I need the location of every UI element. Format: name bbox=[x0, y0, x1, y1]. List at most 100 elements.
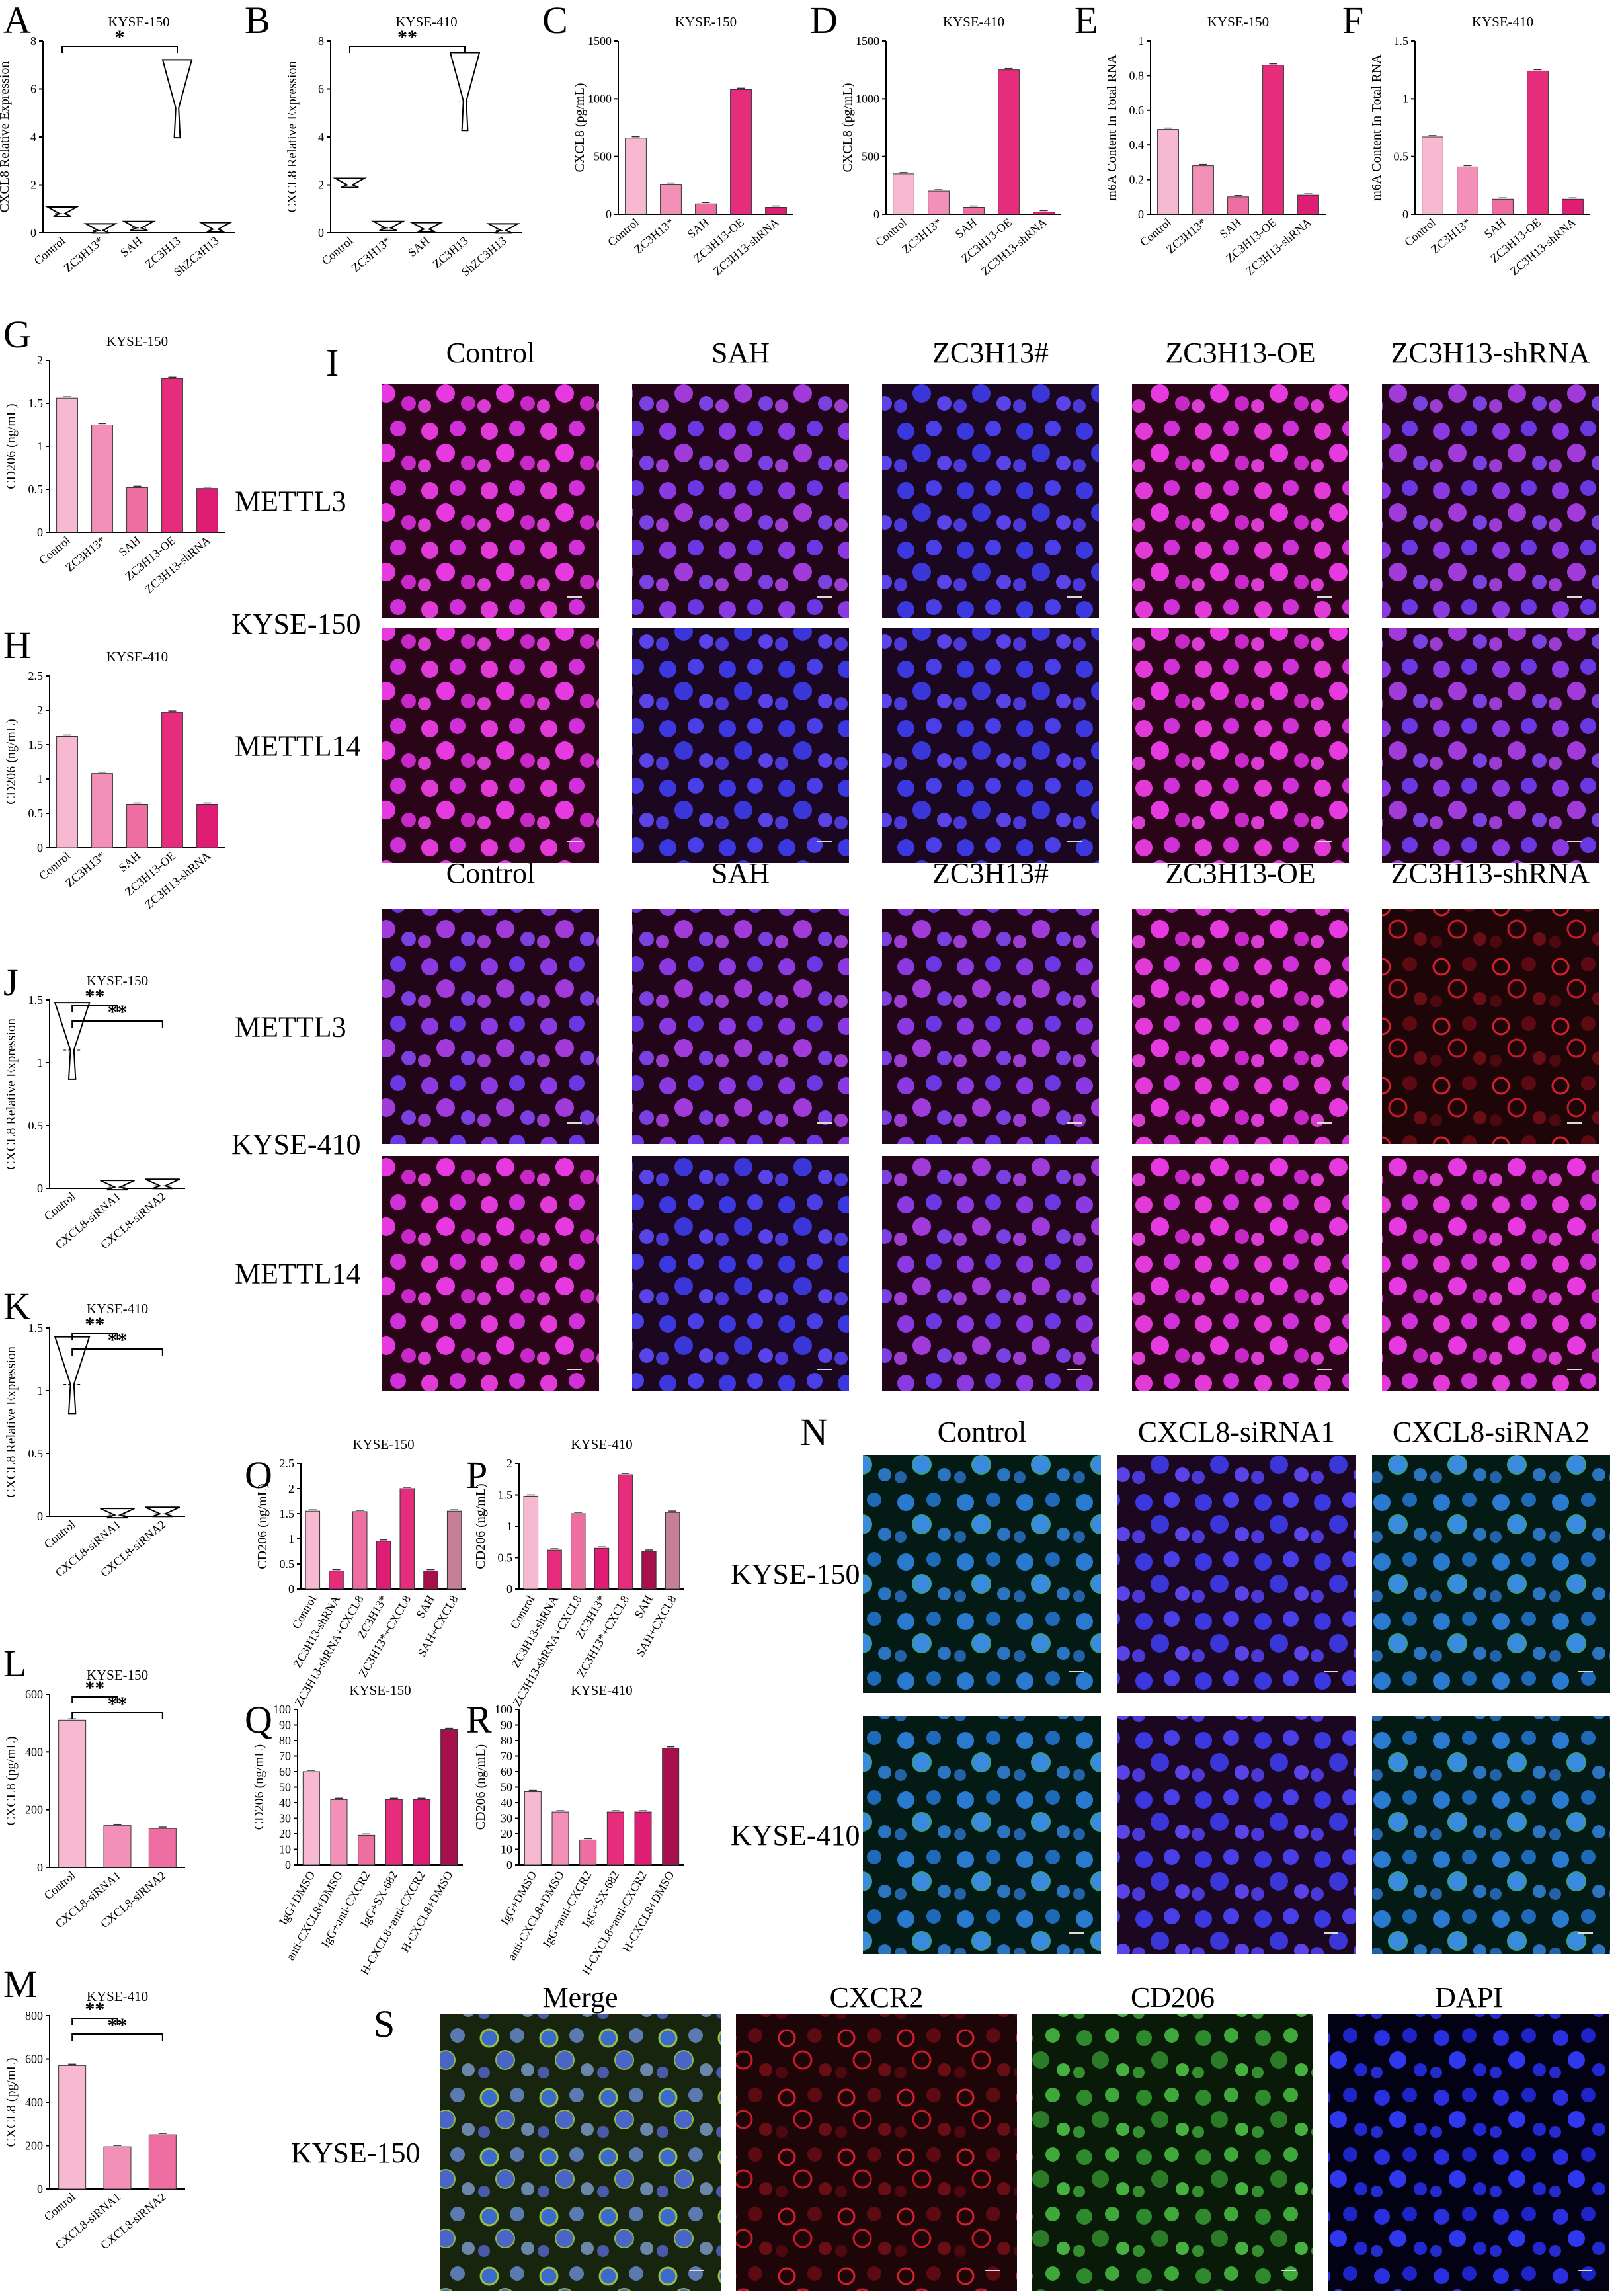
micrograph-image bbox=[1372, 1716, 1610, 1954]
y-tick-label: 2.5 bbox=[28, 669, 44, 682]
significance-bracket bbox=[349, 46, 466, 53]
panel-letter-L: L bbox=[3, 1642, 26, 1685]
bar bbox=[103, 1825, 132, 1868]
significance-label: ** bbox=[108, 1001, 128, 1023]
y-tick-label: 20 bbox=[501, 1827, 512, 1840]
micrograph-image bbox=[863, 1455, 1101, 1693]
significance-bracket bbox=[71, 1020, 163, 1028]
bar bbox=[352, 1511, 368, 1590]
bar bbox=[413, 1799, 430, 1866]
bar bbox=[523, 1495, 539, 1590]
y-axis-label: CD206 (ng/mL) bbox=[473, 1744, 488, 1830]
micrograph-image bbox=[1382, 909, 1599, 1144]
y-tick-label: 1 bbox=[506, 1520, 512, 1533]
y-axis-label: CXCL8 (pg/mL) bbox=[840, 83, 855, 173]
bar bbox=[662, 1748, 680, 1866]
y-tick-label: 1.5 bbox=[28, 738, 44, 751]
y-axis-label: CD206 (ng/mL) bbox=[4, 719, 19, 804]
chart-title: KYSE-410 bbox=[87, 1988, 148, 2004]
micrograph-tile bbox=[882, 384, 1099, 618]
micrograph-tile bbox=[382, 628, 599, 863]
y-tick-label: 400 bbox=[25, 2096, 43, 2109]
bar bbox=[579, 1839, 597, 1866]
y-tick-label: 0 bbox=[37, 841, 43, 854]
micrograph-tile bbox=[1132, 909, 1349, 1144]
panel-letter-Q: Q bbox=[245, 1698, 272, 1741]
significance-bracket bbox=[61, 46, 178, 53]
y-tick-label: 0.5 bbox=[28, 483, 44, 496]
y-tick-label: 1 bbox=[37, 1056, 43, 1069]
significance-label: ** bbox=[108, 1329, 128, 1351]
bar bbox=[594, 1547, 610, 1590]
bar bbox=[524, 1791, 542, 1866]
y-tick-label: 2 bbox=[37, 704, 43, 717]
y-tick-label: 0 bbox=[318, 226, 324, 239]
panel-letter-O: O bbox=[245, 1454, 272, 1496]
panel-letter-C: C bbox=[542, 0, 568, 42]
bar bbox=[1297, 194, 1319, 215]
bar bbox=[56, 736, 78, 848]
significance-label: ** bbox=[108, 1693, 128, 1715]
chart-title: KYSE-150 bbox=[352, 1436, 414, 1452]
micrograph-tile bbox=[1117, 1716, 1356, 1954]
micrograph-image bbox=[863, 1716, 1101, 1954]
y-tick-label: 0 bbox=[30, 226, 36, 239]
y-tick-label: 500 bbox=[862, 150, 879, 163]
panel-letter-A: A bbox=[3, 0, 31, 42]
y-tick-label: 0.5 bbox=[498, 1551, 513, 1565]
micrograph-tile bbox=[1132, 384, 1349, 618]
bar bbox=[665, 1512, 680, 1590]
y-tick-label: 1.5 bbox=[280, 1507, 295, 1520]
micrograph-image bbox=[1132, 909, 1349, 1144]
panel-S: S Merge CXCR2 CD206 DAPI KYSE-150 bbox=[291, 1981, 1609, 2291]
y-tick-label: 0.5 bbox=[28, 1447, 44, 1460]
significance-bracket bbox=[71, 2033, 163, 2041]
y-tick-label: 6 bbox=[30, 83, 36, 96]
bar bbox=[56, 397, 78, 533]
micrograph-tile bbox=[632, 1156, 849, 1391]
bar bbox=[305, 1510, 321, 1590]
significance-label: ** bbox=[85, 1998, 104, 2020]
row-label: METTL3 bbox=[235, 1011, 346, 1044]
panel-letter-P: P bbox=[466, 1454, 487, 1496]
y-axis-label: CD206 (ng/mL) bbox=[255, 1483, 270, 1569]
chart-title: KYSE-150 bbox=[87, 1667, 148, 1683]
micrograph-image bbox=[736, 2014, 1017, 2291]
significance-label: ** bbox=[397, 26, 417, 48]
bar bbox=[385, 1799, 403, 1866]
y-tick-label: 2 bbox=[30, 179, 36, 192]
row-label: METTL14 bbox=[235, 1258, 361, 1290]
bar bbox=[103, 2146, 132, 2190]
significance-label: ** bbox=[85, 1313, 104, 1335]
bar bbox=[634, 1811, 652, 1866]
micrographs-layer: I Control SAH ZC3H13# ZC3H13-OE ZC3H13-shRNA C… bbox=[231, 337, 1610, 2291]
panel-letter-F: F bbox=[1342, 0, 1363, 42]
micrograph-image bbox=[1372, 1455, 1610, 1693]
micrograph-tile bbox=[382, 1156, 599, 1391]
y-tick-label: 1 bbox=[37, 440, 43, 453]
micrograph-image bbox=[382, 384, 599, 618]
micrograph-tile bbox=[863, 1716, 1101, 1954]
chart-title: KYSE-150 bbox=[349, 1682, 411, 1698]
y-tick-label: 0 bbox=[506, 1582, 512, 1596]
column-header: ZC3H13-shRNA bbox=[1391, 337, 1590, 369]
chart-title: KYSE-410 bbox=[395, 14, 457, 30]
column-header: CXCL8-siRNA1 bbox=[1138, 1416, 1335, 1448]
y-tick-label: 8 bbox=[30, 34, 36, 48]
bar bbox=[695, 203, 717, 215]
micrograph-tile bbox=[632, 909, 849, 1144]
micrograph-image bbox=[1032, 2014, 1313, 2291]
y-tick-label: 80 bbox=[279, 1734, 291, 1747]
y-tick-label: 0 bbox=[873, 208, 879, 221]
micrograph-tile bbox=[632, 384, 849, 618]
bar bbox=[1192, 165, 1214, 215]
significance-bracket bbox=[71, 1348, 163, 1356]
column-header: CXCL8-siRNA2 bbox=[1393, 1416, 1590, 1448]
y-tick-label: 90 bbox=[501, 1719, 512, 1732]
y-tick-label: 400 bbox=[25, 1745, 43, 1758]
panel-letter-R: R bbox=[466, 1698, 492, 1741]
micrograph-image bbox=[1382, 384, 1599, 618]
y-tick-label: 0 bbox=[37, 1182, 43, 1195]
significance-label: ** bbox=[85, 1677, 104, 1699]
